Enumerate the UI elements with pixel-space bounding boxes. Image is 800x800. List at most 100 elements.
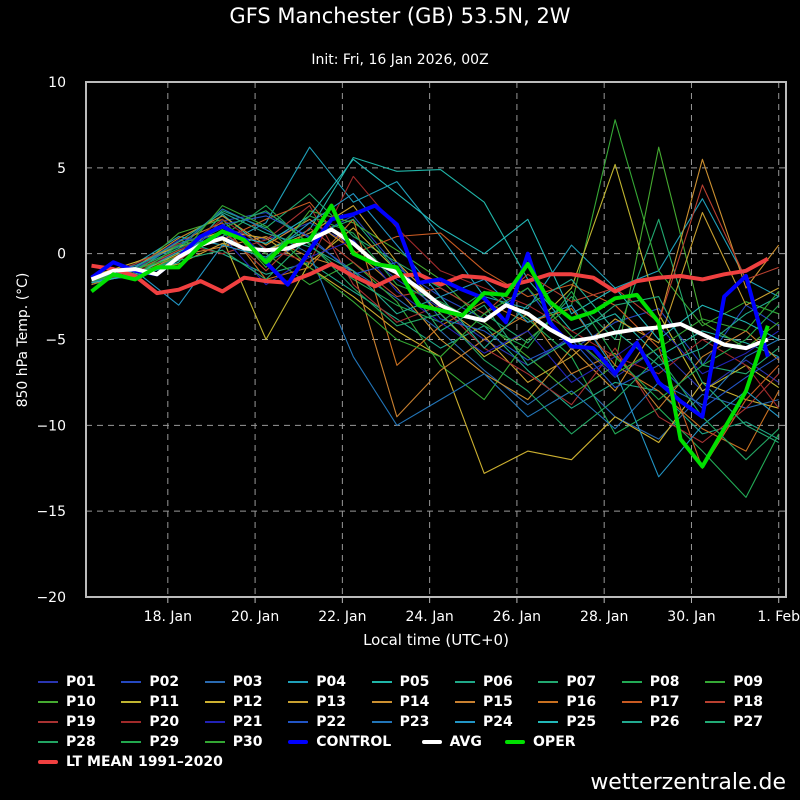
legend-item: P06 [455, 674, 513, 690]
legend-item: P15 [455, 694, 513, 710]
chart-title: GFS Manchester (GB) 53.5N, 2W [229, 4, 571, 28]
legend-swatch [288, 721, 309, 723]
x-axis-label: Local time (UTC+0) [363, 631, 509, 649]
x-tick-label: 24. Jan [405, 609, 453, 625]
legend-swatch [705, 721, 726, 723]
legend-item: P08 [621, 674, 680, 690]
legend-swatch [288, 740, 309, 744]
legend-label: P29 [149, 734, 180, 750]
x-tick-label: 28. Jan [580, 609, 628, 625]
legend-item: OPER [505, 734, 576, 750]
legend-label: P16 [566, 694, 597, 710]
legend-item: P01 [38, 674, 96, 690]
legend-swatch [505, 740, 526, 744]
legend-label: P18 [733, 694, 763, 710]
legend-swatch [121, 721, 142, 723]
legend-label: P07 [566, 674, 597, 690]
legend-swatch [705, 681, 726, 683]
legend-item: P24 [455, 714, 513, 730]
y-tick-label: −20 [36, 590, 66, 606]
legend-swatch [121, 741, 142, 743]
series-line-p24 [91, 193, 780, 478]
x-tick-label: 20. Jan [231, 609, 279, 625]
legend-item: P17 [621, 694, 680, 710]
legend-item: P25 [538, 714, 596, 730]
series-line-p30 [91, 205, 780, 375]
x-tick-label: 1. Feb [757, 609, 800, 625]
legend-item: P27 [705, 714, 763, 730]
y-axis-ticks: 10 5 0 −5 −10 −15 −20 [36, 75, 66, 606]
legend-swatch [38, 701, 58, 703]
legend-swatch [621, 701, 642, 703]
legend-label: P06 [483, 674, 513, 690]
legend-item: P29 [121, 734, 179, 750]
legend-label: P09 [733, 674, 763, 690]
legend-label: P19 [66, 714, 96, 730]
legend-item: P22 [288, 714, 346, 730]
legend-item: P23 [371, 714, 430, 730]
legend-label: P26 [649, 714, 680, 730]
legend-swatch [38, 760, 58, 764]
legend-swatch [455, 701, 475, 703]
legend-label: P23 [399, 714, 430, 730]
legend-label: P05 [399, 674, 430, 690]
y-tick-label: −15 [36, 504, 66, 520]
legend-swatch [204, 741, 225, 743]
x-tick-label: 26. Jan [493, 609, 541, 625]
y-tick-label: 5 [57, 161, 66, 177]
legend-swatch [371, 721, 392, 723]
chart-subtitle: Init: Fri, 16 Jan 2026, 00Z [311, 52, 489, 68]
legend-label: P01 [66, 674, 96, 690]
legend-label: P10 [66, 694, 96, 710]
legend-item: P16 [538, 694, 596, 710]
legend-item: P13 [288, 694, 346, 710]
legend-item: P30 [204, 734, 263, 750]
y-tick-label: 10 [48, 75, 66, 91]
legend-label: P25 [566, 714, 597, 730]
legend-label: LT MEAN 1991–2020 [66, 754, 223, 770]
legend-swatch [455, 721, 475, 723]
legend-item: P03 [204, 674, 263, 690]
legend-swatch [538, 721, 559, 723]
y-tick-label: −5 [45, 333, 66, 349]
legend-item: P05 [371, 674, 430, 690]
legend-swatch [204, 681, 225, 683]
legend-label: P11 [149, 694, 180, 710]
legend-item: P12 [204, 694, 263, 710]
plot-frame [85, 81, 787, 598]
legend-item: P21 [204, 714, 263, 730]
legend-item: P18 [705, 694, 763, 710]
legend-label: CONTROL [316, 734, 392, 750]
legend-item: P04 [288, 674, 346, 690]
legend-swatch [121, 681, 142, 683]
legend-swatch [455, 681, 475, 683]
legend-swatch [38, 721, 58, 723]
legend-item: P20 [121, 714, 179, 730]
x-tick-label: 22. Jan [318, 609, 366, 625]
legend-label: P03 [232, 674, 263, 690]
legend-swatch [421, 740, 442, 744]
y-tick-label: −10 [36, 418, 66, 434]
legend-label: P20 [149, 714, 180, 730]
legend-swatch [621, 681, 642, 683]
y-axis-label: 850 hPa Temp. (°C) [15, 273, 31, 408]
x-tick-label: 30. Jan [667, 609, 715, 625]
legend-label: P04 [316, 674, 346, 690]
legend-item: P09 [705, 674, 763, 690]
legend-label: P24 [483, 714, 513, 730]
x-axis-ticks: 18. Jan 20. Jan 22. Jan 24. Jan 26. Jan 28. J… [144, 597, 800, 625]
legend-swatch [538, 681, 559, 683]
legend-swatch [204, 701, 225, 703]
legend-swatch [705, 701, 726, 703]
legend-swatch [288, 701, 309, 703]
legend-label: P14 [399, 694, 430, 710]
legend-item: P26 [621, 714, 680, 730]
legend-swatch [621, 721, 642, 723]
legend-label: P28 [66, 734, 96, 750]
legend-item: P02 [121, 674, 179, 690]
legend-label: P02 [149, 674, 180, 690]
legend-item: AVG [421, 734, 482, 750]
x-tick-label: 18. Jan [144, 609, 192, 625]
legend-label: P17 [649, 694, 680, 710]
legend-item: P19 [38, 714, 96, 730]
